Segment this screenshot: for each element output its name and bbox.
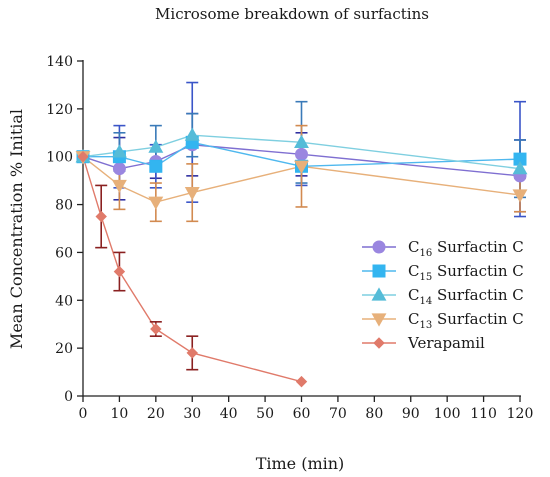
- x-tick-label: 40: [220, 406, 238, 422]
- x-tick-label: 110: [470, 406, 497, 422]
- data-point: [512, 189, 528, 203]
- data-point: [184, 127, 200, 141]
- series-line-5: [82, 156, 302, 383]
- data-point: [111, 144, 127, 158]
- x-tick-label: 20: [147, 406, 165, 422]
- plot-area: 0 20 40 60 80 100 120 140 0 10 20 30 40 50 60 70 80 90 100…: [46, 54, 533, 422]
- x-tick-label: 30: [183, 406, 201, 422]
- x-tick-label: 60: [293, 406, 311, 422]
- data-point: [112, 162, 126, 176]
- y-tick-label: 80: [55, 198, 73, 214]
- data-point: [186, 347, 198, 359]
- data-point: [148, 196, 164, 210]
- data-point: [294, 160, 309, 174]
- y-tick-label: 120: [46, 102, 73, 118]
- y-axis-label: Mean Concentration % Initial: [7, 109, 26, 349]
- legend-marker: [371, 313, 387, 327]
- y-tick-label: 60: [55, 245, 73, 261]
- x-tick-label: 70: [329, 406, 347, 422]
- data-point: [95, 210, 107, 223]
- legend-marker: [372, 264, 386, 278]
- data-point: [295, 147, 308, 161]
- legend-label: Verapamil: [407, 334, 485, 352]
- chart-title: Microsome breakdown of surfactins: [155, 5, 429, 23]
- data-point: [149, 159, 163, 173]
- data-point: [295, 375, 308, 388]
- x-tick-label: 100: [434, 406, 461, 422]
- legend-label: C13 Surfactin C: [408, 310, 524, 331]
- legend-marker: [372, 240, 386, 254]
- legend-marker: [373, 337, 385, 349]
- x-tick-label: 80: [365, 406, 383, 422]
- legend-marker: [371, 287, 387, 301]
- y-tick-label: 100: [46, 150, 73, 166]
- y-tick-label: 20: [55, 341, 73, 357]
- legend: C16 Surfactin C C15 Surfactin C C14 Surfac…: [362, 238, 524, 352]
- x-tick-label: 90: [402, 406, 420, 422]
- legend-label: C15 Surfactin C: [408, 262, 524, 283]
- x-tick-label: 120: [507, 406, 534, 422]
- x-tick-label: 50: [256, 406, 274, 422]
- y-tick-label: 40: [55, 293, 73, 309]
- data-point: [77, 151, 89, 163]
- data-point: [113, 265, 126, 278]
- x-axis-label: Time (min): [256, 454, 345, 473]
- data-point: [184, 187, 200, 201]
- data-point: [150, 323, 162, 335]
- y-tick-label: 0: [64, 389, 73, 405]
- data-point: [512, 161, 528, 175]
- data-point: [111, 179, 127, 194]
- data-point: [148, 139, 164, 153]
- legend-label: C14 Surfactin C: [408, 286, 524, 307]
- legend-label: C16 Surfactin C: [408, 238, 524, 259]
- y-tick-label: 140: [46, 54, 73, 70]
- data-point: [294, 134, 309, 148]
- x-tick-label: 0: [79, 406, 88, 422]
- x-tick-label: 10: [111, 406, 129, 422]
